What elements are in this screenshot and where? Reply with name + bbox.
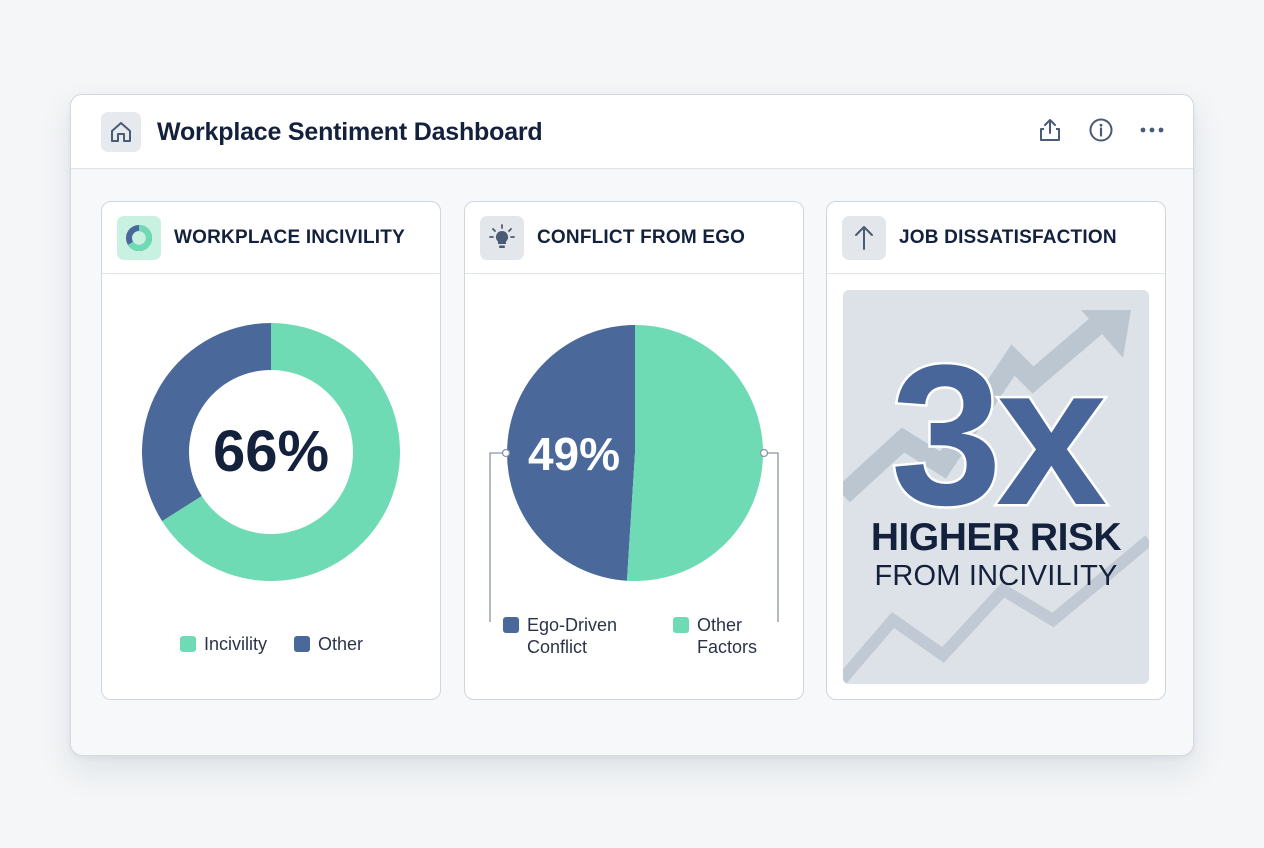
ego-pie-chart — [489, 325, 779, 622]
risk-panel: 3x HIGHER RISK FROM INCIVILITY — [843, 290, 1149, 684]
leader-line-left — [489, 452, 506, 622]
more-button[interactable] — [1135, 115, 1169, 149]
incivility-card: WORKPLACE INCIVILITY 66% Incivility Othe… — [101, 201, 441, 700]
incivility-donut-chart — [142, 323, 400, 581]
donut-slice-incivility — [162, 323, 400, 581]
ego-card-header: CONFLICT FROM EGO — [465, 202, 803, 274]
risk-headline: HIGHER RISK — [870, 516, 1122, 559]
info-button[interactable] — [1084, 115, 1118, 149]
legend-swatch — [294, 636, 310, 652]
donut-slice-other — [142, 323, 271, 522]
legend-label: Other Factors — [697, 615, 758, 657]
legend-label: Incivility — [204, 634, 268, 654]
leader-dot-left — [501, 448, 511, 458]
arrow-up-icon — [842, 216, 886, 260]
dissatisfaction-card-title: JOB DISSATISFACTION — [899, 227, 1117, 248]
title-bar: Workplace Sentiment Dashboard — [71, 95, 1193, 169]
legend-item-other-factors: Other Factors — [673, 614, 757, 658]
incivility-card-header: WORKPLACE INCIVILITY — [102, 202, 440, 274]
home-icon[interactable] — [101, 112, 141, 152]
job-dissatisfaction-card: JOB DISSATISFACTION 3x HIGHER RISK FROM … — [826, 201, 1166, 700]
share-button[interactable] — [1033, 115, 1067, 149]
pie-slice-ego-driven-conflict — [506, 325, 635, 581]
info-icon — [1088, 117, 1114, 148]
legend-label: Other — [318, 634, 364, 654]
trend-arrow-graphic — [843, 310, 1149, 684]
ego-conflict-card: CONFLICT FROM EGO 49% Ego-Driven Conflic… — [464, 201, 804, 700]
risk-multiplier: 3x — [888, 324, 1109, 547]
legend-label: Ego-Driven Conflict — [527, 615, 618, 657]
dissatisfaction-card-header: JOB DISSATISFACTION — [827, 202, 1165, 274]
leader-line-right — [764, 452, 779, 622]
donut-chart-icon — [117, 216, 161, 260]
legend-swatch — [673, 617, 689, 633]
incivility-card-title: WORKPLACE INCIVILITY — [174, 227, 405, 248]
more-icon — [1139, 117, 1165, 148]
pie-slice-other-factors — [626, 325, 763, 581]
legend-item-incivility: Incivility — [180, 633, 267, 655]
incivility-percent-label: 66% — [212, 419, 330, 484]
leader-dot-right — [759, 448, 769, 458]
legend-swatch — [503, 617, 519, 633]
risk-subheadline: FROM INCIVILITY — [874, 560, 1118, 592]
ego-percent-label: 49% — [527, 428, 621, 480]
ego-card-title: CONFLICT FROM EGO — [537, 227, 746, 248]
legend-swatch — [180, 636, 196, 652]
share-icon — [1037, 117, 1063, 148]
legend-item-ego-driven: Ego-Driven Conflict — [503, 614, 617, 658]
dashboard-window: Workplace Sentiment Dashboard — [70, 94, 1194, 756]
lightbulb-icon — [480, 216, 524, 260]
page-title: Workplace Sentiment Dashboard — [157, 118, 543, 146]
legend-item-other: Other — [294, 633, 363, 655]
